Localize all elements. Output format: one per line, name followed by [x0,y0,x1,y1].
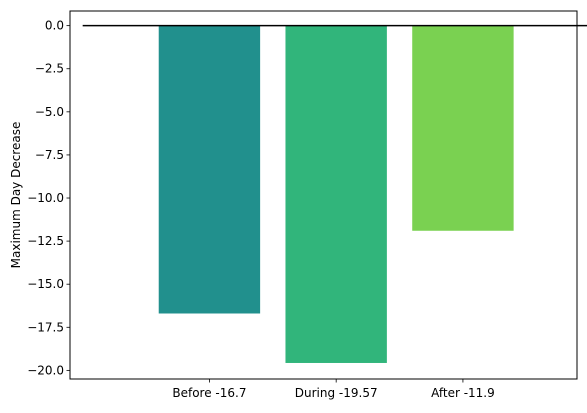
y-tick-label: −5.0 [35,105,64,119]
plot-frame [69,10,578,380]
x-axis-ticks: Before -16.7 During -19.57 After -11.9 [172,379,495,400]
x-tick-label: After -11.9 [431,386,495,400]
y-tick-label: −17.5 [27,320,64,334]
bar-3 [412,25,514,231]
y-tick-label: −2.5 [35,62,64,76]
x-tick-label: Before -16.7 [172,386,246,400]
x-tick-label: During -19.57 [295,386,378,400]
bars-layer [158,25,514,363]
y-tick-label: −20.0 [27,363,64,377]
y-tick-label: −10.0 [27,191,64,205]
bar-1 [158,25,261,314]
y-tick-label: 0.0 [45,19,64,33]
y-tick-label: −12.5 [27,234,64,248]
y-tick-label: −15.0 [27,277,64,291]
bar-2 [285,25,387,363]
y-tick-label: −7.5 [35,148,64,162]
y-axis-label: Maximum Day Decrease [9,122,23,269]
y-axis-ticks: 0.0 −2.5 −5.0 −7.5 −10.0 −12.5 −15.0 −17.5 −20.0 [27,19,70,377]
